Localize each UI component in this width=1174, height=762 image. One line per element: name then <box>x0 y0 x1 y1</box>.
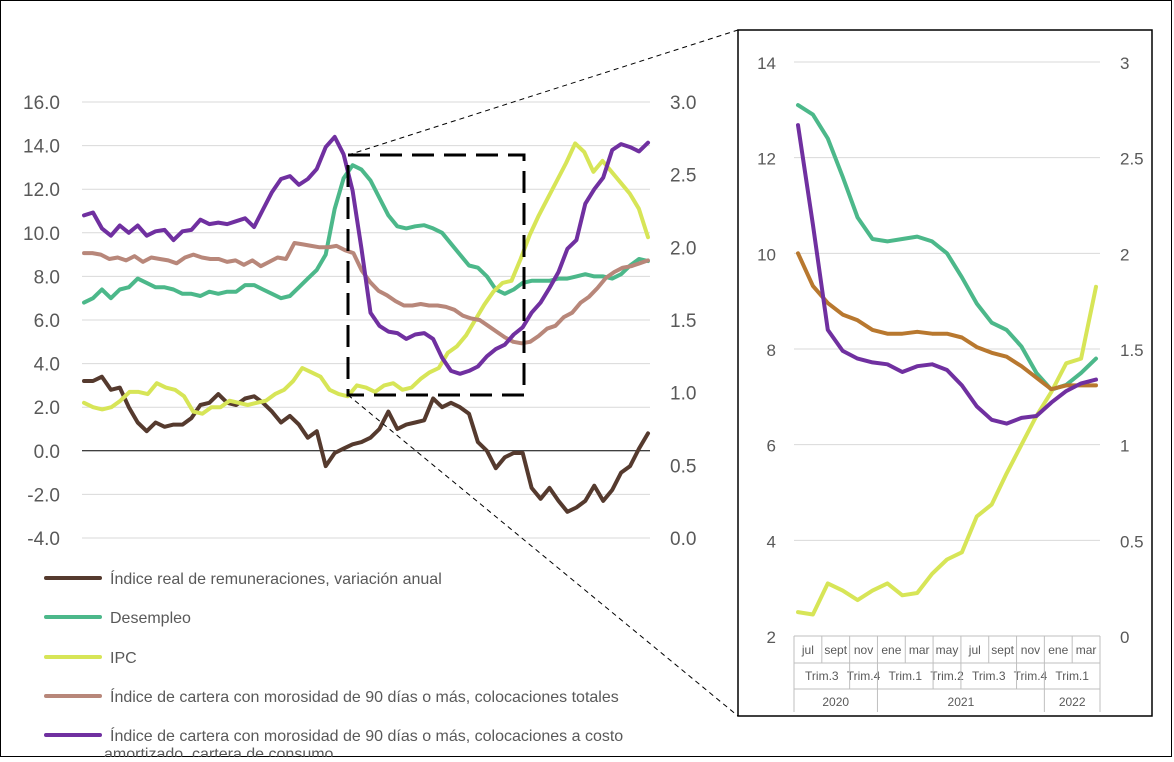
zoom-highlight-box <box>346 153 526 397</box>
main-axes: -4.0 -2.0 0.0 2.0 4.0 6.0 8.0 10.0 12.0 14.0 16.0 0… <box>23 93 696 550</box>
inset-axes: 2 4 6 8 10 12 14 0 0.5 1 1.5 2 2.5 3 <box>757 54 1144 647</box>
y2-tick-label: 1.0 <box>670 384 696 405</box>
y-tick-label: -4.0 <box>27 529 60 550</box>
series-line-indice-de-cartera-con-morosidad-de-90-di <box>796 251 1098 392</box>
y-tick-label: 4 <box>767 532 776 551</box>
legend-label: Índice de cartera con morosidad de 90 dí… <box>110 687 619 706</box>
y2-tick-label: 0.5 <box>1120 532 1144 551</box>
y-tick-label: 12 <box>757 150 776 169</box>
main-series <box>82 134 650 514</box>
y-tick-label: 6.0 <box>34 311 60 332</box>
y-tick-label: 16.0 <box>23 93 60 114</box>
x-month-label: nov <box>854 643 873 657</box>
x-quarter-label: Trim.4 <box>1014 669 1048 683</box>
y2-tick-label: 0 <box>1120 628 1129 647</box>
series-line-indice-de-cartera-con-morosidad-de-90-di <box>82 134 650 376</box>
y2-tick-label: 0.0 <box>670 529 696 550</box>
y2-tick-label: 0.5 <box>670 456 696 477</box>
series-line-ipc <box>82 141 650 416</box>
y-tick-label: 10.0 <box>23 224 60 245</box>
legend-label: Desempleo <box>110 610 191 627</box>
y2-tick-label: 3 <box>1120 54 1129 73</box>
series-line-ipc <box>796 284 1098 617</box>
legend-label: Índice real de remuneraciones, variación… <box>110 569 442 588</box>
x-quarter-label: Trim.4 <box>847 669 881 683</box>
y-tick-label: 14.0 <box>23 137 60 158</box>
y-tick-label: 8 <box>767 341 776 360</box>
x-month-label: mar <box>1076 643 1097 657</box>
x-quarter-label: Trim.3 <box>972 669 1006 683</box>
x-quarter-label: Trim.1 <box>1055 669 1089 683</box>
y-tick-label: 8.0 <box>34 267 60 288</box>
y2-tick-label: 3.0 <box>670 93 696 114</box>
y2-tick-label: 1.5 <box>1120 341 1144 360</box>
y2-tick-label: 1.5 <box>670 311 696 332</box>
y-tick-label: 2.0 <box>34 398 60 419</box>
y2-tick-label: 2 <box>1120 245 1129 264</box>
y2-tick-label: 2.0 <box>670 238 696 259</box>
x-month-label: jul <box>968 643 981 657</box>
x-month-label: ene <box>881 643 901 657</box>
x-year-label: 2022 <box>1059 695 1086 709</box>
series-line-indice-real-de-remuneraciones-variacion- <box>82 374 650 514</box>
y2-tick-label: 2.5 <box>670 166 696 187</box>
y-tick-label: 2 <box>767 628 776 647</box>
x-month-label: sept <box>824 643 847 657</box>
x-year-label: 2021 <box>948 695 975 709</box>
y-tick-label: 10 <box>757 245 776 264</box>
y-tick-label: -2.0 <box>27 485 60 506</box>
legend-label: IPC <box>110 650 137 667</box>
y-tick-label: 14 <box>757 54 776 73</box>
x-month-label: may <box>936 643 959 657</box>
zoom-connector-bottom <box>347 394 739 717</box>
y2-tick-label: 2.5 <box>1120 150 1144 169</box>
x-quarter-label: Trim.2 <box>930 669 964 683</box>
inset-series <box>796 103 1098 617</box>
x-month-label: ene <box>1048 643 1068 657</box>
x-month-label: sept <box>991 643 1014 657</box>
series-line-indice-de-cartera-con-morosidad-de-90-di <box>796 123 1098 426</box>
x-quarter-label: Trim.3 <box>805 669 839 683</box>
y-tick-label: 12.0 <box>23 180 60 201</box>
x-month-label: jul <box>801 643 814 657</box>
y-tick-label: 6 <box>767 437 776 456</box>
x-year-label: 2020 <box>822 695 849 709</box>
x-month-label: nov <box>1021 643 1040 657</box>
inset-x-axis: jul sept nov ene mar may jul sept nov ene marTrim.… <box>793 635 1101 712</box>
x-quarter-label: Trim.1 <box>888 669 922 683</box>
y-tick-label: 0.0 <box>34 442 60 463</box>
y2-tick-label: 1 <box>1120 437 1129 456</box>
x-month-label: mar <box>909 643 930 657</box>
y-tick-label: 4.0 <box>34 355 60 376</box>
